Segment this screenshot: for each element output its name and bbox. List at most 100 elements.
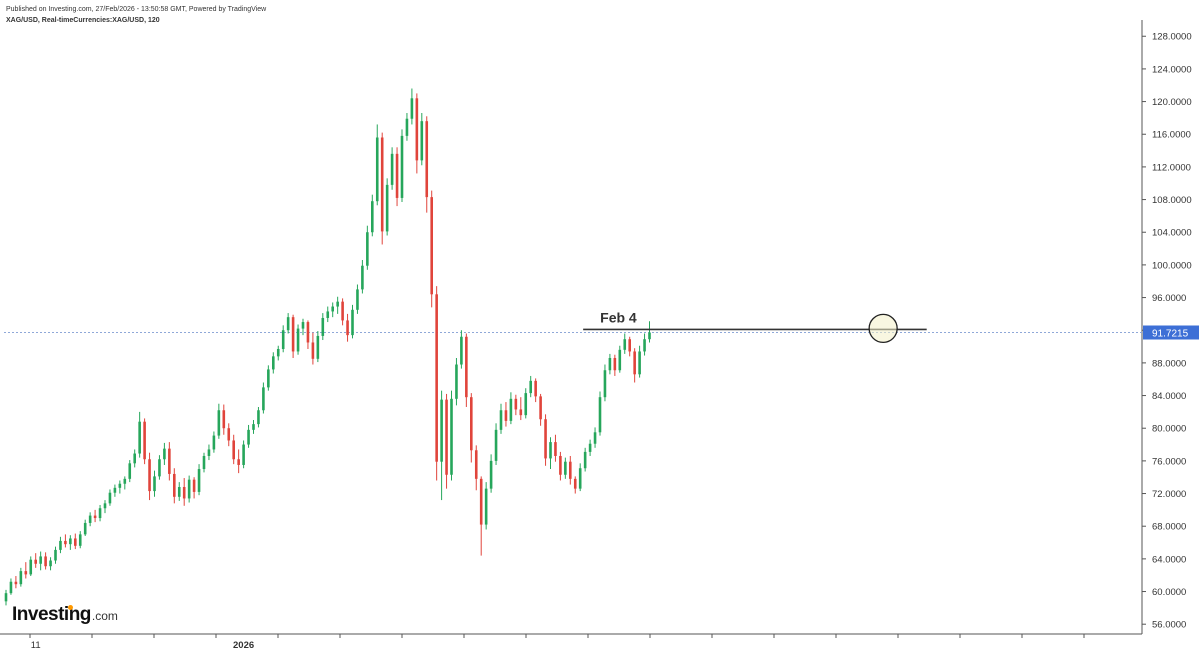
candle-body (212, 435, 216, 450)
candle-body (445, 399, 448, 475)
candle-body (405, 118, 409, 136)
candle-body (539, 396, 542, 420)
candle-body (474, 450, 478, 479)
candle-body (291, 317, 295, 352)
candle-body (341, 301, 344, 321)
candle-body (64, 540, 67, 545)
candle-body (173, 473, 176, 497)
candle-body (435, 294, 438, 462)
candle-body (168, 448, 171, 474)
candle-body (336, 301, 339, 307)
candle-body (59, 540, 62, 550)
candle-body (351, 309, 354, 336)
candle-body (479, 478, 483, 525)
candle-body (583, 451, 587, 469)
y-tick-label: 84.0000 (1152, 391, 1186, 402)
candle-body (524, 393, 528, 416)
candle-body (603, 370, 607, 398)
logo-name: Investing (12, 604, 91, 625)
candle-body (192, 479, 196, 492)
candle-body (222, 410, 226, 429)
candle-body (331, 306, 334, 312)
price-tag (1143, 325, 1199, 340)
symbol-label: XAG/USD, Real-timeCurrencies:XAG/USD, 12… (6, 17, 160, 24)
candle-body (237, 459, 240, 465)
candle-body (494, 429, 498, 461)
candle-body (252, 424, 255, 430)
candle-body (554, 442, 557, 456)
candle-body (544, 419, 547, 459)
candle-body (39, 556, 42, 564)
candle-body (519, 409, 523, 416)
candle-body (138, 421, 141, 454)
candle-body (202, 455, 206, 470)
candle-body (598, 397, 602, 433)
chart-header: Published on Investing.com, 27/Feb/2026 … (6, 4, 266, 26)
candle-body (103, 503, 107, 509)
candle-body (182, 487, 186, 499)
candle-body (98, 508, 102, 519)
y-tick-label: 72.0000 (1152, 489, 1186, 500)
candle-body (257, 410, 260, 425)
candle-body (534, 380, 537, 397)
candle-body (242, 444, 245, 465)
candle-body (123, 478, 127, 484)
y-tick-label: 80.0000 (1152, 424, 1186, 435)
candle-body (346, 320, 349, 336)
candle-body (301, 322, 305, 329)
candle-body (371, 201, 374, 233)
candle-body (455, 364, 458, 399)
candle-body (153, 476, 156, 492)
candle-body (361, 265, 364, 290)
candle-body (504, 410, 508, 421)
candle-body (276, 349, 280, 357)
candle-body (618, 349, 622, 371)
y-tick-label: 100.0000 (1152, 260, 1192, 271)
candle-body (311, 342, 315, 359)
candle-body (628, 339, 631, 352)
candle-body (108, 492, 112, 504)
y-tick-label: 88.0000 (1152, 358, 1186, 369)
candle-body (83, 522, 87, 535)
candle-body (133, 453, 136, 464)
candle-body (420, 121, 424, 161)
candle-body (296, 328, 300, 352)
logo-dot-icon (68, 605, 73, 610)
candle-body (608, 357, 612, 371)
candle-body (410, 98, 414, 119)
candle-body (4, 593, 8, 602)
candle-body (217, 410, 221, 436)
candle-body (366, 232, 369, 266)
y-tick-label: 68.0000 (1152, 522, 1186, 533)
y-tick-label: 128.0000 (1152, 32, 1192, 43)
candle-body (88, 515, 92, 523)
candle-body (69, 538, 72, 545)
candle-body (460, 336, 463, 365)
feb4-label: Feb 4 (600, 309, 637, 325)
candle-body (514, 398, 518, 410)
candle-body (430, 197, 433, 295)
candle-body (49, 560, 52, 567)
y-tick-label: 56.0000 (1152, 620, 1186, 631)
published-note: Published on Investing.com, 27/Feb/2026 … (6, 6, 267, 13)
candle-body (24, 571, 28, 575)
candle-body (415, 98, 419, 161)
candle-body (638, 351, 641, 375)
candle-body (549, 442, 552, 459)
candle-body (380, 137, 384, 232)
candle-body (306, 322, 310, 343)
candle-body (74, 538, 77, 546)
candle-body (529, 380, 532, 394)
candle-body (569, 461, 572, 479)
candle-body (509, 398, 513, 421)
candle-body (499, 410, 503, 430)
candle-body (247, 429, 250, 445)
candle-body (633, 351, 636, 375)
candle-body (484, 488, 488, 525)
candle-body (54, 549, 57, 561)
candle-body (262, 387, 265, 411)
candle-body (113, 487, 117, 493)
candle-body (158, 459, 161, 477)
candle-body (573, 478, 577, 489)
